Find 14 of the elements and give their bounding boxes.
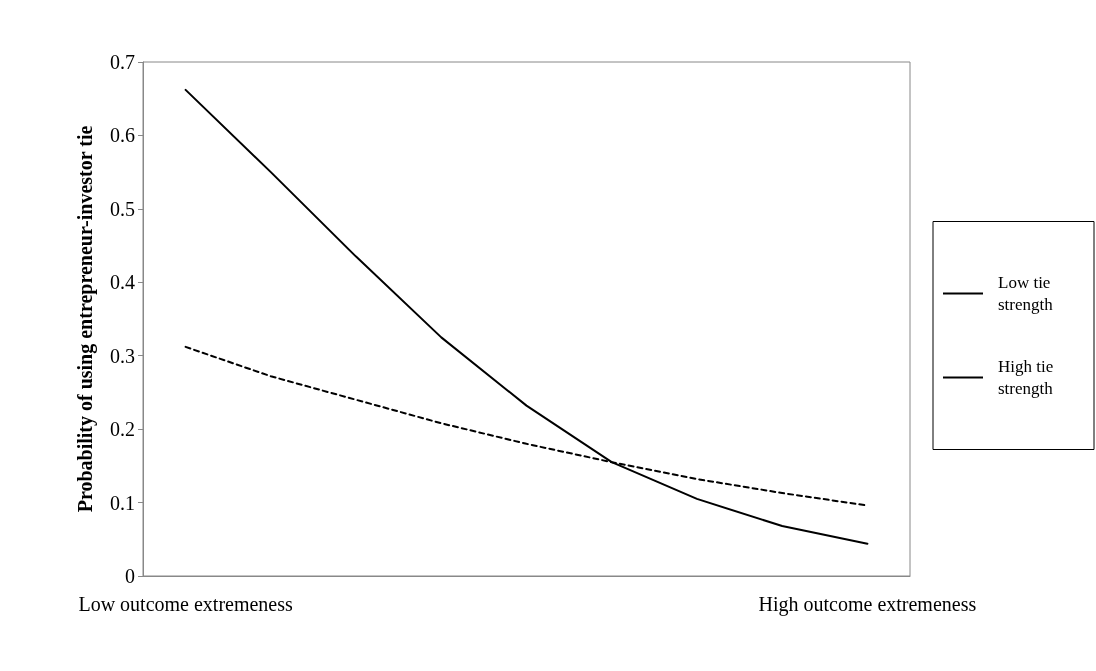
legend-label: Low tie strength — [998, 273, 1055, 314]
y-tick-label: 0.6 — [110, 124, 135, 147]
legend-label: High tie strength — [998, 357, 1058, 398]
y-tick-label: 0 — [125, 565, 135, 587]
x-tick-label: Low outcome extremeness — [78, 593, 294, 615]
line-series — [184, 88, 869, 545]
y-tick-label: 0.2 — [110, 418, 135, 441]
y-axis-title: Probability of using entrepreneur-investor tie — [74, 125, 97, 513]
y-tick-label: 0.7 — [110, 51, 135, 73]
y-tick-label: 0.5 — [110, 197, 135, 220]
y-tick-label: 0.3 — [110, 344, 135, 367]
y-tick-label: 0.4 — [110, 271, 135, 294]
y-tick-label: 0.1 — [110, 491, 135, 514]
x-tick-label: High outcome extremeness — [758, 593, 977, 616]
